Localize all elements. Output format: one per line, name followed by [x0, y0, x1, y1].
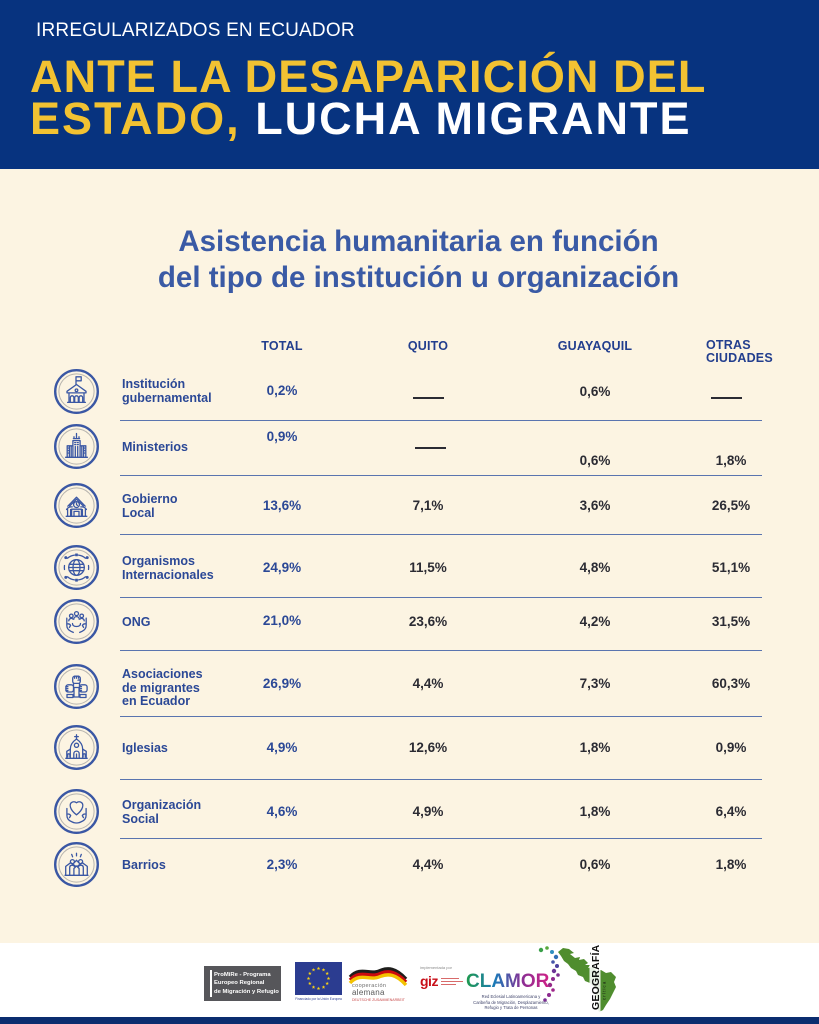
svg-text:c r í t i c a: c r í t i c a [602, 981, 607, 1000]
svg-text:GEOGRAFÍA: GEOGRAFÍA [589, 944, 602, 1010]
